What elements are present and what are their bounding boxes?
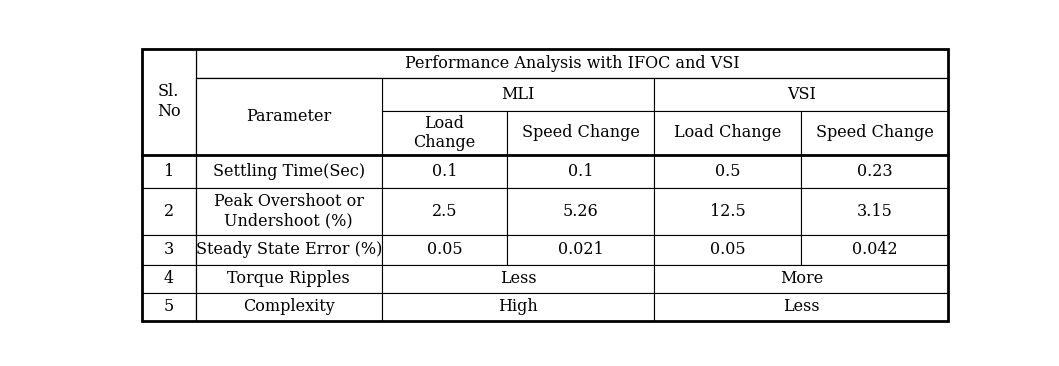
Text: Torque Ripples: Torque Ripples xyxy=(228,270,351,287)
Bar xyxy=(802,154,949,188)
Bar xyxy=(196,78,381,111)
Text: Sl.
No: Sl. No xyxy=(157,83,180,120)
Bar xyxy=(196,154,381,188)
Bar xyxy=(802,188,949,235)
Bar xyxy=(381,188,507,235)
Bar xyxy=(196,188,381,235)
Text: 0.05: 0.05 xyxy=(711,241,746,258)
Bar xyxy=(654,265,949,293)
Bar xyxy=(142,49,196,154)
Bar xyxy=(196,265,381,293)
Bar xyxy=(507,235,654,265)
Text: 2: 2 xyxy=(163,203,174,220)
Text: Settling Time(Sec): Settling Time(Sec) xyxy=(213,163,364,180)
Text: 0.5: 0.5 xyxy=(715,163,740,180)
Text: 0.1: 0.1 xyxy=(432,163,457,180)
Text: Less: Less xyxy=(783,299,820,315)
Bar xyxy=(802,111,949,154)
Text: Less: Less xyxy=(500,270,537,287)
Bar xyxy=(654,78,949,111)
Bar xyxy=(654,111,802,154)
Text: Complexity: Complexity xyxy=(243,299,335,315)
Text: Peak Overshoot or
Undershoot (%): Peak Overshoot or Undershoot (%) xyxy=(214,193,363,229)
Text: VSI: VSI xyxy=(787,86,815,103)
Bar xyxy=(507,154,654,188)
Bar xyxy=(507,188,654,235)
Bar xyxy=(654,188,802,235)
Bar xyxy=(196,235,381,265)
Text: MLI: MLI xyxy=(501,86,535,103)
Text: 4: 4 xyxy=(163,270,174,287)
Bar xyxy=(196,78,381,154)
Text: 5: 5 xyxy=(163,299,174,315)
Text: 0.042: 0.042 xyxy=(852,241,898,258)
Bar xyxy=(381,154,507,188)
Bar xyxy=(654,293,949,321)
Text: Parameter: Parameter xyxy=(246,108,331,125)
Bar xyxy=(654,235,802,265)
Bar xyxy=(142,265,196,293)
Bar xyxy=(196,293,381,321)
Bar xyxy=(196,111,381,154)
Bar xyxy=(381,293,654,321)
Text: 12.5: 12.5 xyxy=(710,203,746,220)
Bar xyxy=(381,265,654,293)
Text: Performance Analysis with IFOC and VSI: Performance Analysis with IFOC and VSI xyxy=(405,55,739,72)
Bar xyxy=(142,293,196,321)
Bar xyxy=(802,235,949,265)
Text: Load
Change: Load Change xyxy=(413,115,475,151)
Bar xyxy=(654,154,802,188)
Text: More: More xyxy=(779,270,823,287)
Bar xyxy=(142,49,196,78)
Bar xyxy=(381,111,507,154)
Text: 3.15: 3.15 xyxy=(857,203,893,220)
Bar xyxy=(196,49,949,78)
Bar xyxy=(142,78,196,111)
Bar xyxy=(381,235,507,265)
Text: 1: 1 xyxy=(163,163,174,180)
Text: 0.05: 0.05 xyxy=(427,241,463,258)
Text: High: High xyxy=(498,299,538,315)
Text: 2.5: 2.5 xyxy=(432,203,457,220)
Text: 5.26: 5.26 xyxy=(563,203,598,220)
Bar xyxy=(142,235,196,265)
Bar xyxy=(142,154,196,188)
Text: Speed Change: Speed Change xyxy=(522,124,640,142)
Bar xyxy=(142,111,196,154)
Bar xyxy=(381,78,654,111)
Bar xyxy=(142,188,196,235)
Text: 0.23: 0.23 xyxy=(857,163,893,180)
Text: Load Change: Load Change xyxy=(675,124,782,142)
Text: Speed Change: Speed Change xyxy=(816,124,934,142)
Text: 0.1: 0.1 xyxy=(568,163,594,180)
Text: 3: 3 xyxy=(163,241,174,258)
Bar xyxy=(507,111,654,154)
Text: 0.021: 0.021 xyxy=(558,241,604,258)
Text: Steady State Error (%): Steady State Error (%) xyxy=(196,241,382,258)
